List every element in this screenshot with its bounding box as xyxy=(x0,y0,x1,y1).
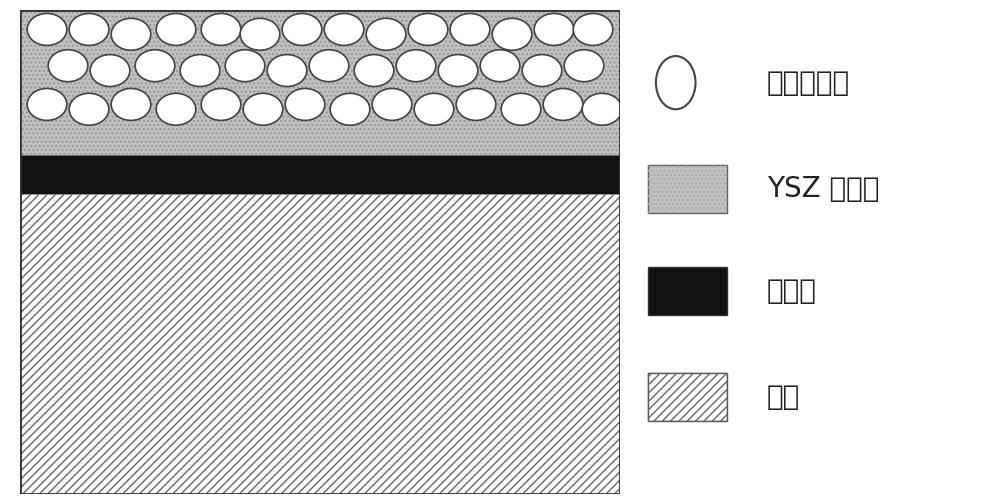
Circle shape xyxy=(492,18,532,50)
Bar xyxy=(648,373,727,421)
Bar xyxy=(648,165,727,213)
Circle shape xyxy=(240,18,280,50)
Circle shape xyxy=(408,14,448,45)
Circle shape xyxy=(69,14,109,45)
Circle shape xyxy=(324,14,364,45)
Circle shape xyxy=(27,14,67,45)
Circle shape xyxy=(27,89,67,120)
Circle shape xyxy=(366,18,406,50)
Circle shape xyxy=(501,93,541,125)
Text: 粘结层: 粘结层 xyxy=(767,277,817,305)
Bar xyxy=(20,10,620,155)
Text: 稀土锥酸盐: 稀土锥酸盐 xyxy=(767,69,850,97)
Circle shape xyxy=(573,14,613,45)
Text: YSZ 陶瓷层: YSZ 陶瓷层 xyxy=(767,175,879,203)
Bar xyxy=(648,165,727,213)
Circle shape xyxy=(69,93,109,125)
Bar xyxy=(20,194,620,494)
Circle shape xyxy=(438,54,478,87)
Circle shape xyxy=(111,18,151,50)
Circle shape xyxy=(282,14,322,45)
Circle shape xyxy=(309,50,349,82)
Circle shape xyxy=(330,93,370,125)
Circle shape xyxy=(582,93,622,125)
Circle shape xyxy=(156,14,196,45)
Bar xyxy=(648,267,727,315)
Circle shape xyxy=(201,14,241,45)
Circle shape xyxy=(534,14,574,45)
Bar xyxy=(20,10,620,155)
Circle shape xyxy=(564,50,604,82)
Circle shape xyxy=(656,56,696,109)
Circle shape xyxy=(267,54,307,87)
Circle shape xyxy=(450,14,490,45)
Circle shape xyxy=(225,50,265,82)
Circle shape xyxy=(396,50,436,82)
Circle shape xyxy=(354,54,394,87)
Circle shape xyxy=(135,50,175,82)
Circle shape xyxy=(243,93,283,125)
Circle shape xyxy=(180,54,220,87)
Circle shape xyxy=(156,93,196,125)
Circle shape xyxy=(372,89,412,120)
Circle shape xyxy=(543,89,583,120)
Circle shape xyxy=(522,54,562,87)
Circle shape xyxy=(48,50,88,82)
Circle shape xyxy=(111,89,151,120)
Circle shape xyxy=(456,89,496,120)
Circle shape xyxy=(285,89,325,120)
Circle shape xyxy=(480,50,520,82)
Bar xyxy=(648,373,727,421)
Circle shape xyxy=(90,54,130,87)
Bar xyxy=(20,194,620,494)
Bar xyxy=(20,155,620,194)
Circle shape xyxy=(201,89,241,120)
Text: 基体: 基体 xyxy=(767,383,800,411)
Circle shape xyxy=(414,93,454,125)
